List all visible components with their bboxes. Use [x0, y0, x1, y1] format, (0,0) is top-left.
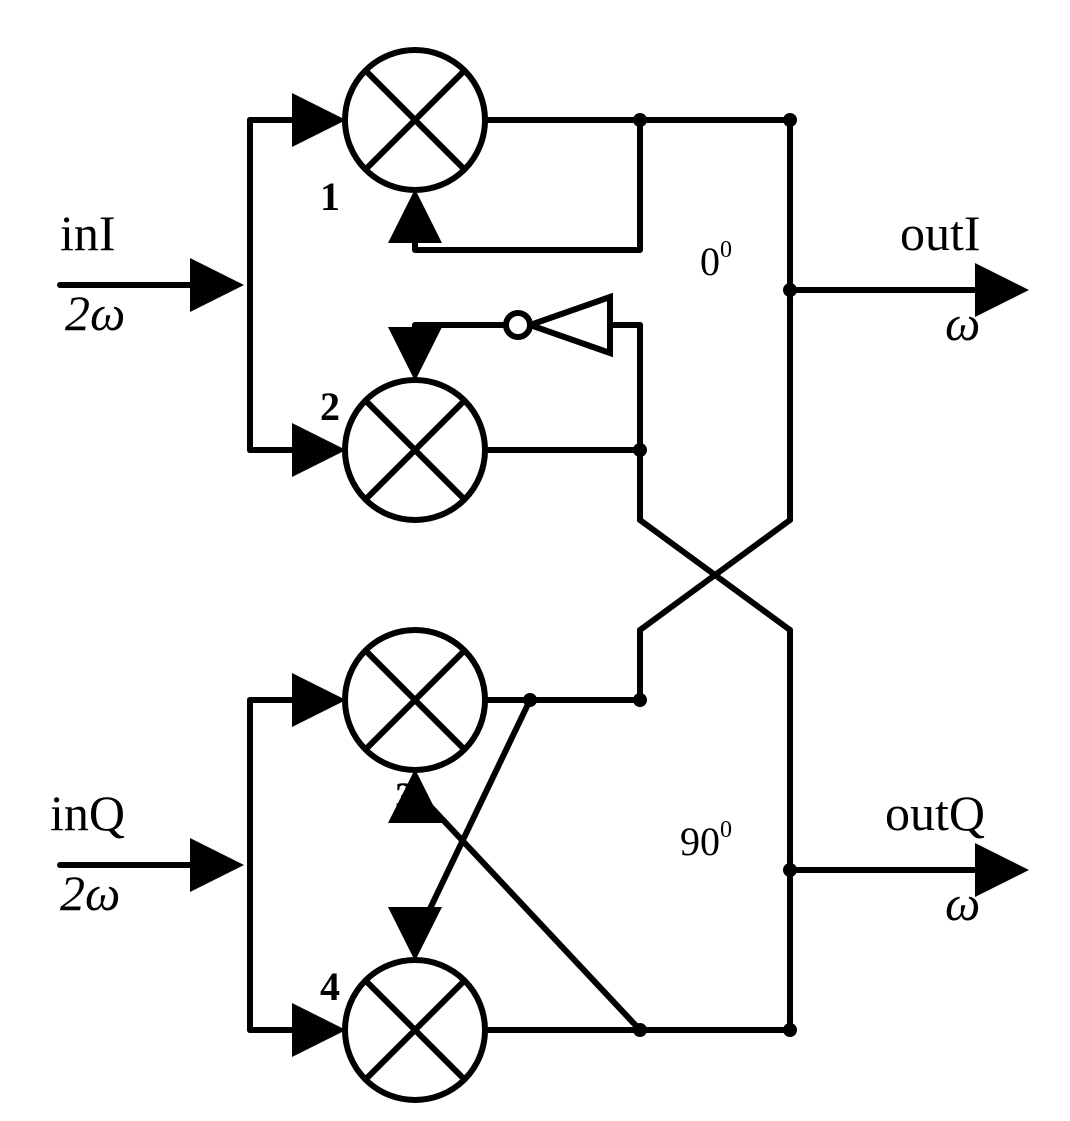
label-inQ: inQ [50, 785, 125, 841]
freq-inI: 2ω [65, 285, 125, 341]
mixer-4 [345, 960, 485, 1100]
mixer-1 [345, 50, 485, 190]
freq-outQ: ω [945, 875, 980, 931]
inverter-icon [530, 297, 610, 353]
label-inI: inI [60, 205, 116, 261]
freq-inQ: 2ω [60, 865, 120, 921]
mixer-label-4: 4 [320, 964, 340, 1009]
label-outQ: outQ [885, 785, 985, 841]
mixer-3 [345, 630, 485, 770]
freq-outI: ω [945, 295, 980, 351]
phase-outI: 00 [700, 237, 732, 284]
phase-outQ: 900 [680, 817, 732, 864]
mixer-2 [345, 380, 485, 520]
label-outI: outI [900, 205, 981, 261]
mixer-label-1: 1 [320, 174, 340, 219]
feedback-mixer1 [415, 120, 640, 250]
mixer-label-2: 2 [320, 384, 340, 429]
inverter-to-mixer2 [415, 325, 506, 372]
